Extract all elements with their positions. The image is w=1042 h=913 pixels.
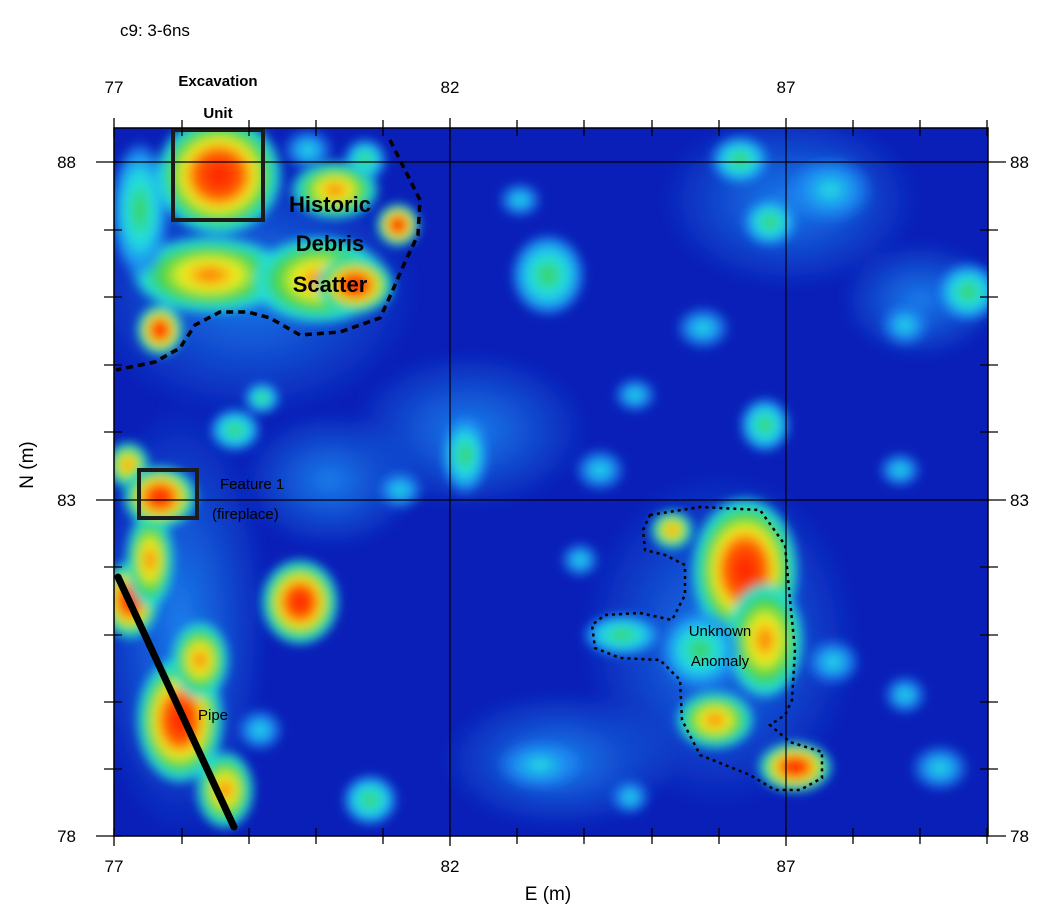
excavation-unit-box: [171, 128, 265, 222]
historic-debris-label-1: Historic: [289, 192, 371, 217]
y-tick-left-78: 78: [57, 827, 76, 846]
y-tick-right-88: 88: [1010, 153, 1029, 172]
unknown-anomaly-label-2: Anomaly: [691, 653, 750, 670]
feature-1-box: [137, 468, 199, 520]
x-tick-bottom-82: 82: [441, 857, 460, 876]
historic-debris-label-2: Debris: [296, 231, 364, 256]
y-tick-left-88: 88: [57, 153, 76, 172]
heatmap-mid-anomalies: [114, 128, 988, 826]
x-tick-top-82: 82: [441, 78, 460, 97]
unknown-anomaly-label-1: Unknown: [689, 623, 752, 640]
unknown-anomaly-heat: [660, 495, 833, 793]
y-axis-label: N (m): [17, 441, 38, 488]
tick-marks: [96, 118, 1006, 846]
x-tick-bottom-77: 77: [105, 857, 124, 876]
x-tick-top-77: 77: [105, 78, 124, 97]
x-tick-top-87: 87: [777, 78, 796, 97]
pipe-line: [114, 573, 238, 831]
historic-debris-label-3: Scatter: [293, 272, 368, 297]
feature-1-sublabel: (fireplace): [212, 506, 279, 523]
debris-scatter-boundary: [115, 139, 422, 372]
y-tick-left-83: 83: [57, 491, 76, 510]
y-tick-right-78: 78: [1010, 827, 1029, 846]
unknown-anomaly-boundary: [590, 505, 824, 792]
y-tick-right-83: 83: [1010, 491, 1029, 510]
x-tick-bottom-87: 87: [777, 857, 796, 876]
grid-lines: [114, 128, 988, 836]
plot-frame: [113, 127, 989, 837]
x-axis-label: E (m): [525, 884, 571, 905]
excavation-unit-label-2: Unit: [203, 105, 232, 122]
feature-1-label: Feature 1: [220, 476, 284, 493]
debris-scatter-heat: [114, 128, 420, 356]
heatmap-plot: [114, 128, 988, 836]
slice-label: c9: 3-6ns: [120, 21, 190, 40]
pipe-label: Pipe: [198, 707, 228, 724]
excavation-unit-label-1: Excavation: [178, 73, 257, 90]
